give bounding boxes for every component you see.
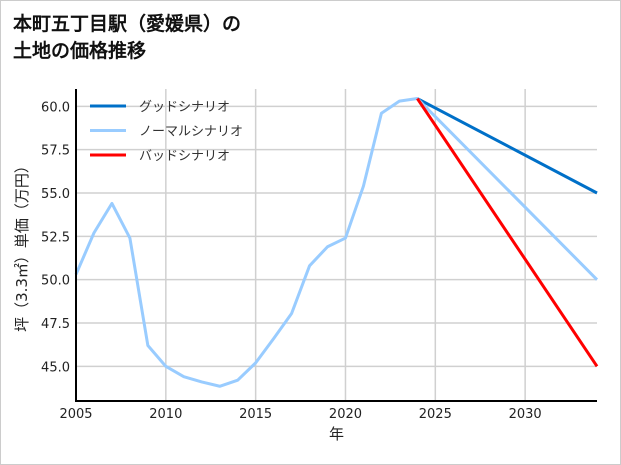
y-tick-label: 60.0 xyxy=(41,100,70,115)
y-tick-label: 55.0 xyxy=(41,187,70,202)
legend-label: バッドシナリオ xyxy=(139,149,230,164)
series-line xyxy=(74,97,599,388)
x-axis-label: 年 xyxy=(329,425,344,443)
y-tick-label: 52.5 xyxy=(41,230,70,245)
series-line xyxy=(416,97,598,195)
x-tick-label: 2005 xyxy=(59,407,92,422)
x-tick-label: 2010 xyxy=(149,407,182,422)
legend-label: グッドシナリオ xyxy=(139,100,230,115)
chart-title: 本町五丁目駅（愛媛県）の 土地の価格推移 xyxy=(13,13,242,62)
x-tick-label: 2030 xyxy=(509,407,542,422)
y-axis-label: 坪（3.3㎡）単価（万円） xyxy=(13,158,31,332)
x-tick-label: 2020 xyxy=(329,407,362,422)
y-tick-label: 47.5 xyxy=(41,317,70,332)
legend-label: ノーマルシナリオ xyxy=(139,125,243,140)
x-tick-label: 2015 xyxy=(239,407,272,422)
y-tick-label: 57.5 xyxy=(41,144,70,159)
y-tick-label: 45.0 xyxy=(41,360,70,375)
series-line xyxy=(416,97,599,368)
x-tick-label: 2025 xyxy=(419,407,452,422)
y-tick-label: 50.0 xyxy=(41,274,70,289)
